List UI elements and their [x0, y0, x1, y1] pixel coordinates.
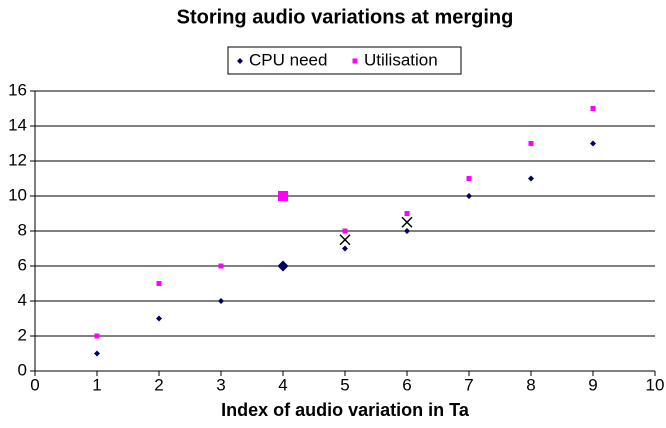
- point: [277, 260, 289, 272]
- x-tick-label: 2: [154, 375, 163, 394]
- x-tick-label: 6: [402, 375, 411, 394]
- point: [94, 333, 100, 339]
- point: [94, 350, 100, 357]
- x-axis-label: Index of audio variation in Ta: [221, 400, 470, 420]
- cross-marker: [339, 234, 351, 246]
- point: [528, 141, 534, 146]
- legend-marker: [352, 58, 358, 64]
- point: [342, 228, 348, 234]
- x-tick-label: 4: [278, 375, 287, 394]
- legend-label: Utilisation: [364, 50, 438, 69]
- point: [590, 140, 596, 147]
- point: [218, 298, 224, 304]
- point: [342, 245, 348, 252]
- y-tick-label: 10: [8, 185, 27, 204]
- point: [590, 106, 596, 111]
- point: [156, 281, 162, 286]
- x-tick-label: 1: [92, 375, 101, 394]
- y-tick-label: 16: [8, 80, 27, 99]
- point: [404, 211, 410, 216]
- y-tick-label: 8: [18, 220, 27, 239]
- point: [218, 263, 224, 269]
- x-tick-label: 5: [340, 375, 349, 394]
- y-tick-label: 14: [8, 115, 27, 134]
- x-tick-label: 10: [646, 375, 665, 394]
- point: [404, 228, 410, 234]
- point: [156, 315, 162, 322]
- cross-marker: [401, 216, 413, 228]
- y-tick-label: 12: [8, 150, 27, 169]
- y-tick-label: 6: [18, 255, 27, 274]
- x-tick-label: 3: [216, 375, 225, 394]
- chart-title: Storing audio variations at merging: [177, 6, 514, 28]
- point: [528, 175, 534, 182]
- legend-label: CPU need: [249, 50, 327, 69]
- y-tick-label: 4: [18, 290, 27, 309]
- point: [466, 193, 472, 199]
- point: [278, 191, 288, 201]
- x-tick-label: 8: [526, 375, 535, 394]
- y-tick-label: 0: [18, 360, 27, 379]
- x-tick-label: 7: [464, 375, 473, 394]
- y-tick-label: 2: [18, 325, 27, 344]
- legend-marker: [237, 58, 243, 64]
- x-tick-label: 0: [30, 375, 39, 394]
- x-tick-label: 9: [588, 375, 597, 394]
- legend-box: [227, 46, 462, 75]
- point: [466, 176, 472, 181]
